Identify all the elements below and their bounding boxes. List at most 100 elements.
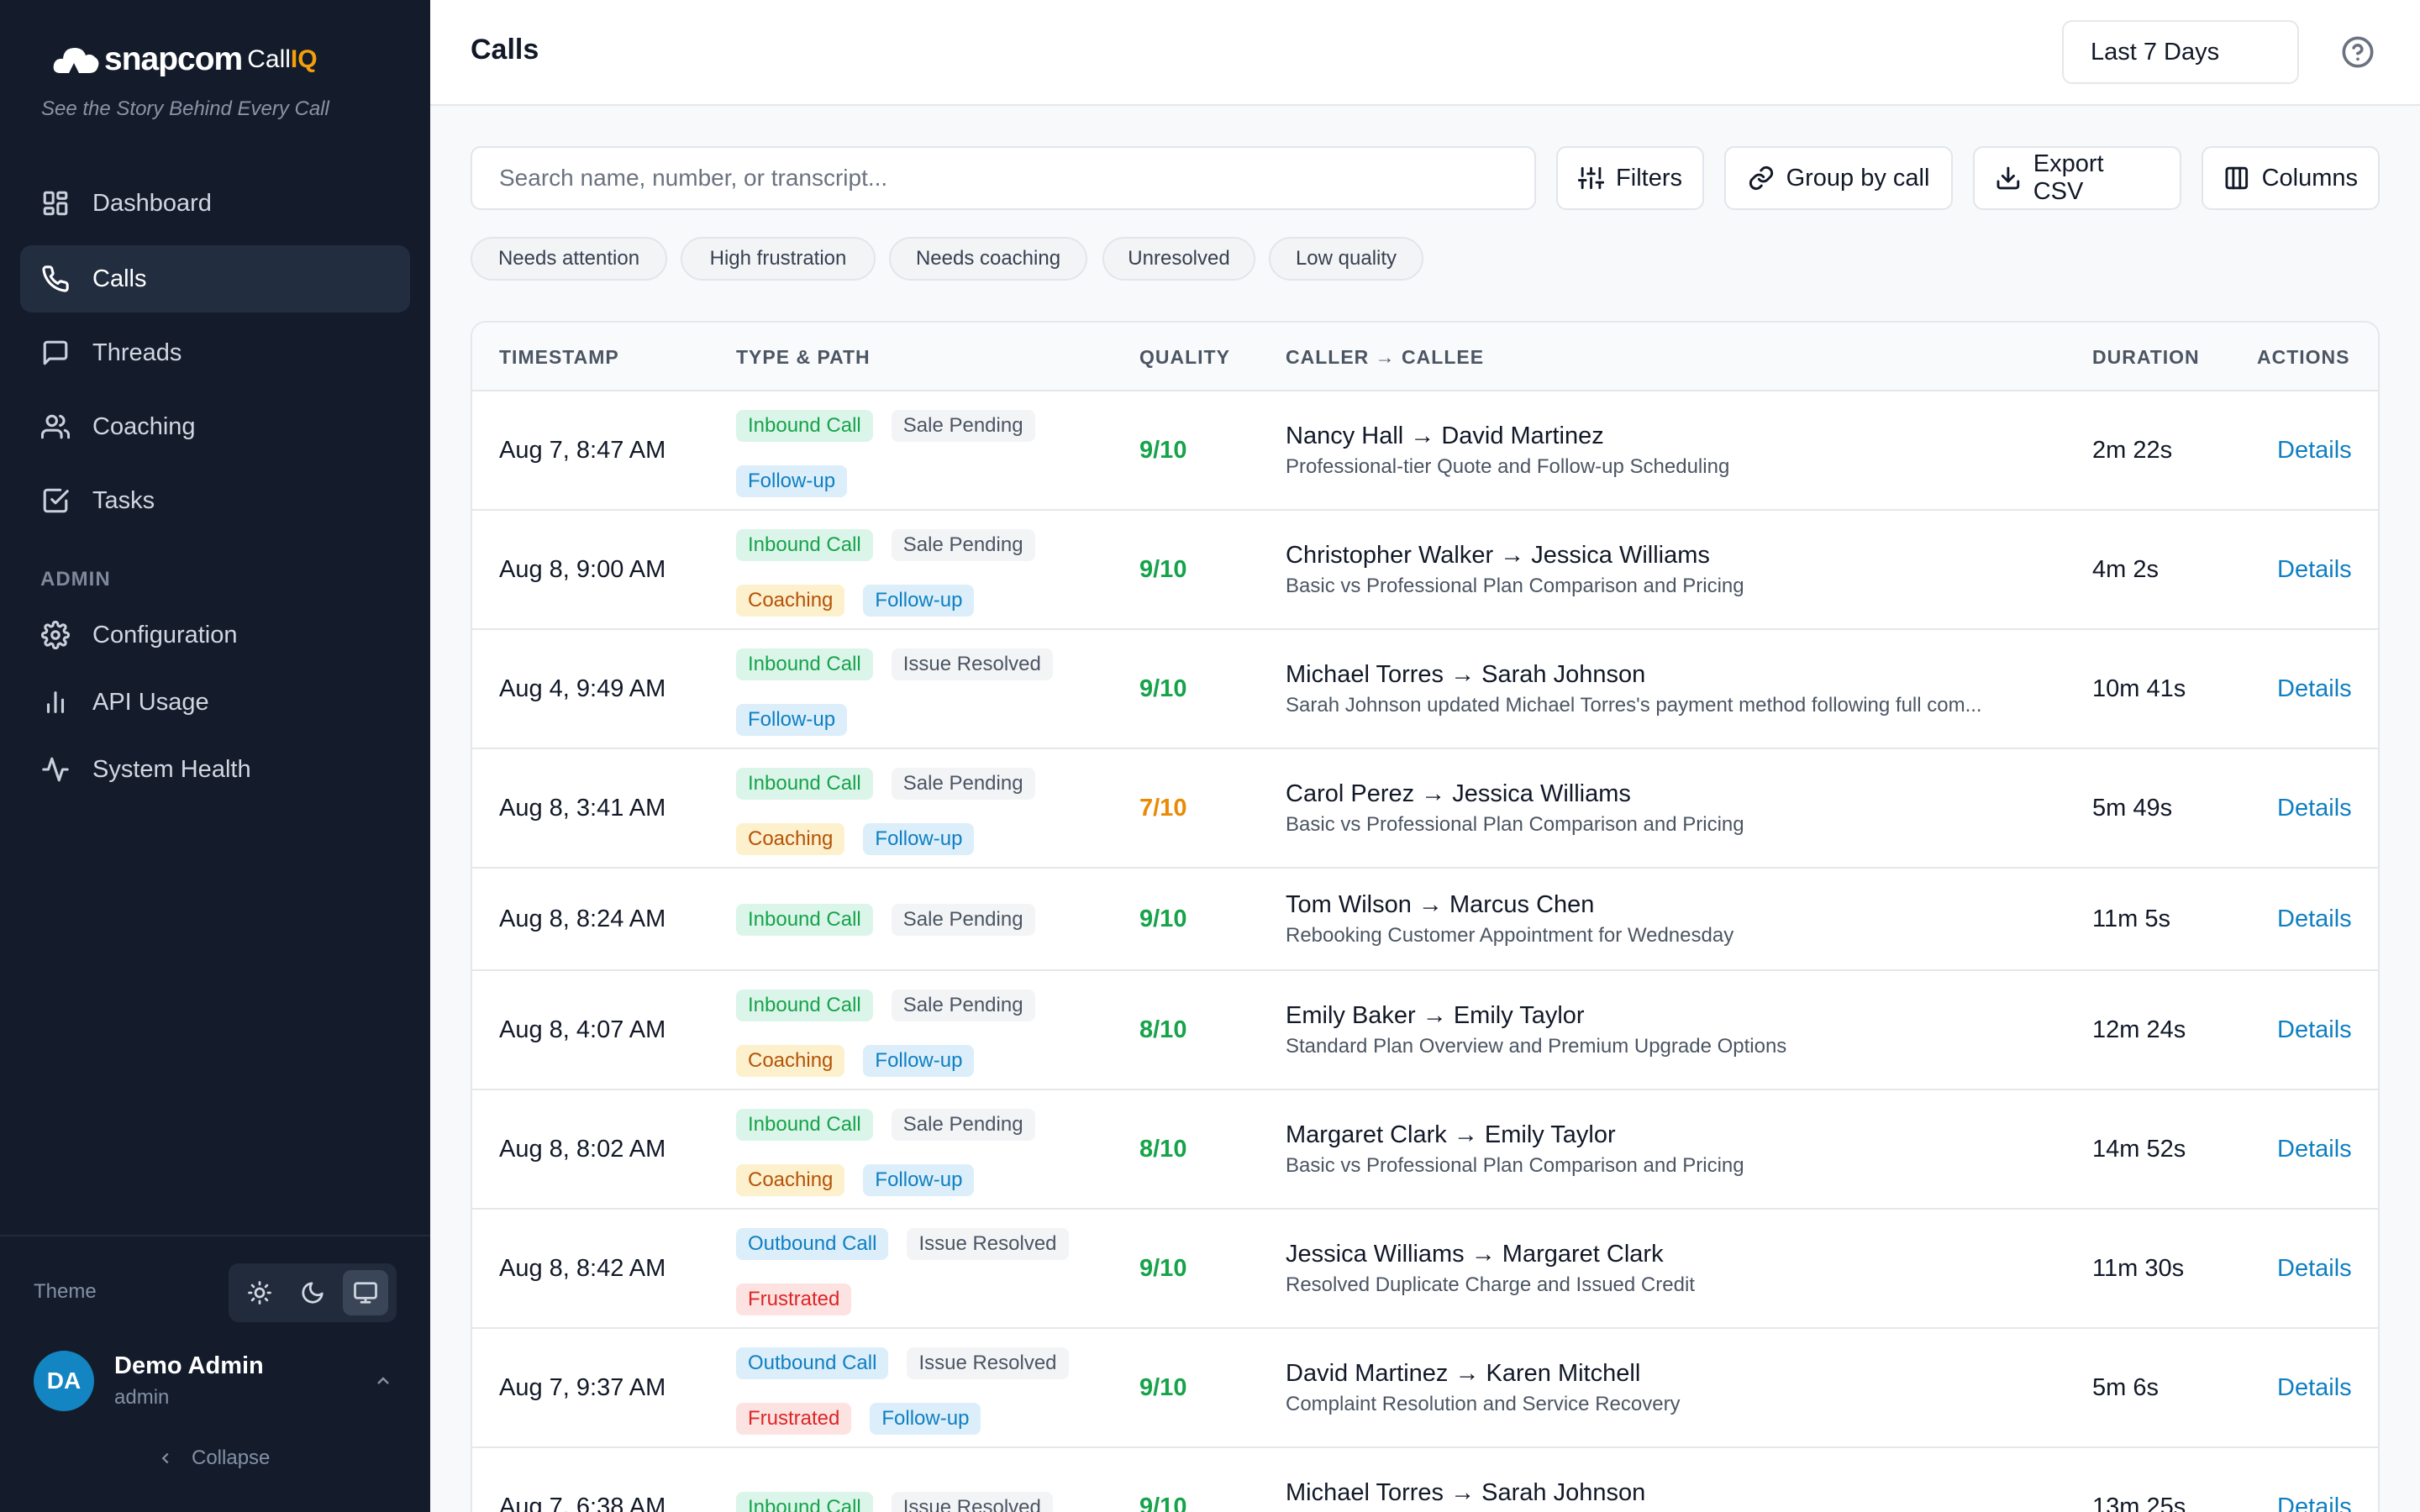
call-summary: Complaint Resolution and Service Recover… xyxy=(1286,1393,1681,1415)
filters-button[interactable]: Filters xyxy=(1556,146,1704,210)
theme-light-button[interactable] xyxy=(237,1270,282,1315)
details-link[interactable]: Details xyxy=(2277,1016,2352,1043)
quick-filter-high-frustration[interactable]: High frustration xyxy=(681,237,876,281)
call-summary: Resolved Duplicate Charge and Issued Cre… xyxy=(1286,1273,1695,1296)
table-row: Aug 7, 6:38 AM Inbound Call Issue Resolved… xyxy=(472,1448,2378,1512)
page-title: Calls xyxy=(471,34,539,66)
sidebar-item-calls[interactable]: Calls xyxy=(20,245,410,312)
sidebar-item-label: Threads xyxy=(92,339,182,366)
row-timestamp: Aug 8, 3:41 AM xyxy=(499,795,666,822)
collapse-sidebar-button[interactable]: Collapse xyxy=(156,1446,270,1470)
row-parties: Carol Perez → Jessica Williams Basic vs P… xyxy=(1286,780,2042,837)
details-link[interactable]: Details xyxy=(2277,437,2352,464)
sidebar-item-label: Calls xyxy=(92,265,147,292)
search-input[interactable] xyxy=(471,146,1536,210)
theme-system-button[interactable] xyxy=(342,1270,388,1315)
brand-product-suffix: IQ xyxy=(290,45,318,73)
row-timestamp: Aug 8, 9:00 AM xyxy=(499,556,666,583)
theme-dark-button[interactable] xyxy=(290,1270,335,1315)
date-range-select[interactable]: Last 7 Days xyxy=(2062,20,2299,84)
tag-inbound-call: Inbound Call xyxy=(736,410,873,442)
quick-filter-needs-coaching[interactable]: Needs coaching xyxy=(889,237,1087,281)
caller-callee: Nancy Hall → David Martinez xyxy=(1286,423,1604,449)
call-summary: Basic vs Professional Plan Comparison an… xyxy=(1286,575,1744,597)
call-duration: 14m 52s xyxy=(2092,1136,2186,1163)
filters-label: Filters xyxy=(1616,164,1682,192)
tag-coaching: Coaching xyxy=(736,585,845,617)
group-by-call-button[interactable]: Group by call xyxy=(1724,146,1953,210)
tag-frustrated: Frustrated xyxy=(736,1284,852,1315)
brand-tagline: See the Story Behind Every Call xyxy=(41,97,329,120)
tag-inbound-call: Inbound Call xyxy=(736,990,873,1021)
column-header-duration[interactable]: DURATION xyxy=(2092,346,2200,368)
row-parties: Margaret Clark → Emily Taylor Basic vs Pr… xyxy=(1286,1121,2042,1178)
row-parties: Christopher Walker → Jessica Williams Bas… xyxy=(1286,542,2042,598)
columns-icon xyxy=(2225,166,2249,190)
brand-logo[interactable]: snapcom Call IQ xyxy=(52,39,318,81)
sidebar-item-dashboard[interactable]: Dashboard xyxy=(20,170,410,237)
avatar[interactable]: DA xyxy=(34,1351,94,1411)
sidebar-item-system-health[interactable]: System Health xyxy=(20,736,410,803)
quick-filter-needs-attention[interactable]: Needs attention xyxy=(471,237,667,281)
details-link[interactable]: Details xyxy=(2277,556,2352,583)
call-duration: 11m 30s xyxy=(2092,1255,2185,1282)
sidebar-item-configuration[interactable]: Configuration xyxy=(20,601,410,669)
help-button[interactable] xyxy=(2341,35,2375,69)
chevron-up-icon xyxy=(377,1377,389,1384)
row-tags: Inbound Call Sale Pending Coaching Follow-u… xyxy=(736,529,1097,617)
sidebar-item-api-usage[interactable]: API Usage xyxy=(20,669,410,736)
row-tags: Inbound Call Issue Resolved xyxy=(736,1492,1097,1512)
column-header-type-path[interactable]: TYPE & PATH xyxy=(736,346,871,368)
tag-inbound-call: Inbound Call xyxy=(736,768,873,800)
column-header-quality[interactable]: QUALITY xyxy=(1139,346,1230,368)
tag-follow-up: Follow-up xyxy=(870,1403,981,1435)
quality-score: 9/10 xyxy=(1139,906,1187,932)
sidebar-item-tasks[interactable]: Tasks xyxy=(20,467,410,534)
call-summary: Standard Plan Overview and Premium Upgra… xyxy=(1286,1035,1787,1058)
table-row: Aug 8, 8:02 AM Inbound Call Sale Pending Co… xyxy=(472,1090,2378,1210)
export-csv-button[interactable]: Export CSV xyxy=(1973,146,2181,210)
table-row: Aug 8, 9:00 AM Inbound Call Sale Pending Co… xyxy=(472,511,2378,630)
quality-score: 9/10 xyxy=(1139,1494,1187,1512)
sidebar-item-coaching[interactable]: Coaching xyxy=(20,393,410,460)
dashboard-icon xyxy=(40,188,71,218)
details-link[interactable]: Details xyxy=(2277,1374,2352,1401)
quick-filter-unresolved[interactable]: Unresolved xyxy=(1102,237,1255,281)
tag-follow-up: Follow-up xyxy=(863,1164,975,1196)
details-link[interactable]: Details xyxy=(2277,1494,2352,1512)
tag-follow-up: Follow-up xyxy=(863,585,975,617)
tag-outbound-call: Outbound Call xyxy=(736,1347,889,1379)
details-link[interactable]: Details xyxy=(2277,1136,2352,1163)
tag-sale-pending: Sale Pending xyxy=(891,410,1035,442)
sidebar-item-label: Tasks xyxy=(92,486,155,514)
details-link[interactable]: Details xyxy=(2277,675,2352,702)
quality-score: 9/10 xyxy=(1139,437,1187,464)
row-tags: Inbound Call Sale Pending Coaching Follow-u… xyxy=(736,768,1097,855)
tag-follow-up: Follow-up xyxy=(863,823,975,855)
row-tags: Inbound Call Sale Pending Coaching Follow-u… xyxy=(736,990,1097,1077)
cloud-logo-icon xyxy=(53,48,99,73)
tag-inbound-call: Inbound Call xyxy=(736,1109,873,1141)
collapse-label: Collapse xyxy=(192,1446,271,1469)
row-timestamp: Aug 8, 8:24 AM xyxy=(499,906,666,932)
caller-callee: Margaret Clark → Emily Taylor xyxy=(1286,1121,1616,1148)
user-menu-toggle[interactable] xyxy=(373,1371,393,1391)
columns-button[interactable]: Columns xyxy=(2202,146,2380,210)
column-header-timestamp[interactable]: TIMESTAMP xyxy=(499,346,619,368)
row-timestamp: Aug 8, 8:42 AM xyxy=(499,1255,666,1282)
caller-callee: Tom Wilson → Marcus Chen xyxy=(1286,891,1595,918)
row-timestamp: Aug 8, 4:07 AM xyxy=(499,1016,666,1043)
column-header-caller-callee[interactable]: CALLER → CALLEE xyxy=(1286,346,1485,368)
tag-coaching: Coaching xyxy=(736,1164,845,1196)
details-link[interactable]: Details xyxy=(2277,906,2352,932)
row-parties: Emily Baker → Emily Taylor Standard Plan … xyxy=(1286,1002,2042,1058)
row-parties: Michael Torres → Sarah Johnson Sarah John… xyxy=(1286,661,2042,717)
call-summary: Basic vs Professional Plan Comparison an… xyxy=(1286,813,1744,836)
details-link[interactable]: Details xyxy=(2277,1255,2352,1282)
quick-filter-low-quality[interactable]: Low quality xyxy=(1269,237,1423,281)
caller-callee: Christopher Walker → Jessica Williams xyxy=(1286,542,1710,569)
chevron-left-icon xyxy=(161,1452,169,1464)
details-link[interactable]: Details xyxy=(2277,795,2352,822)
tag-sale-pending: Sale Pending xyxy=(891,768,1035,800)
sidebar-item-threads[interactable]: Threads xyxy=(20,319,410,386)
